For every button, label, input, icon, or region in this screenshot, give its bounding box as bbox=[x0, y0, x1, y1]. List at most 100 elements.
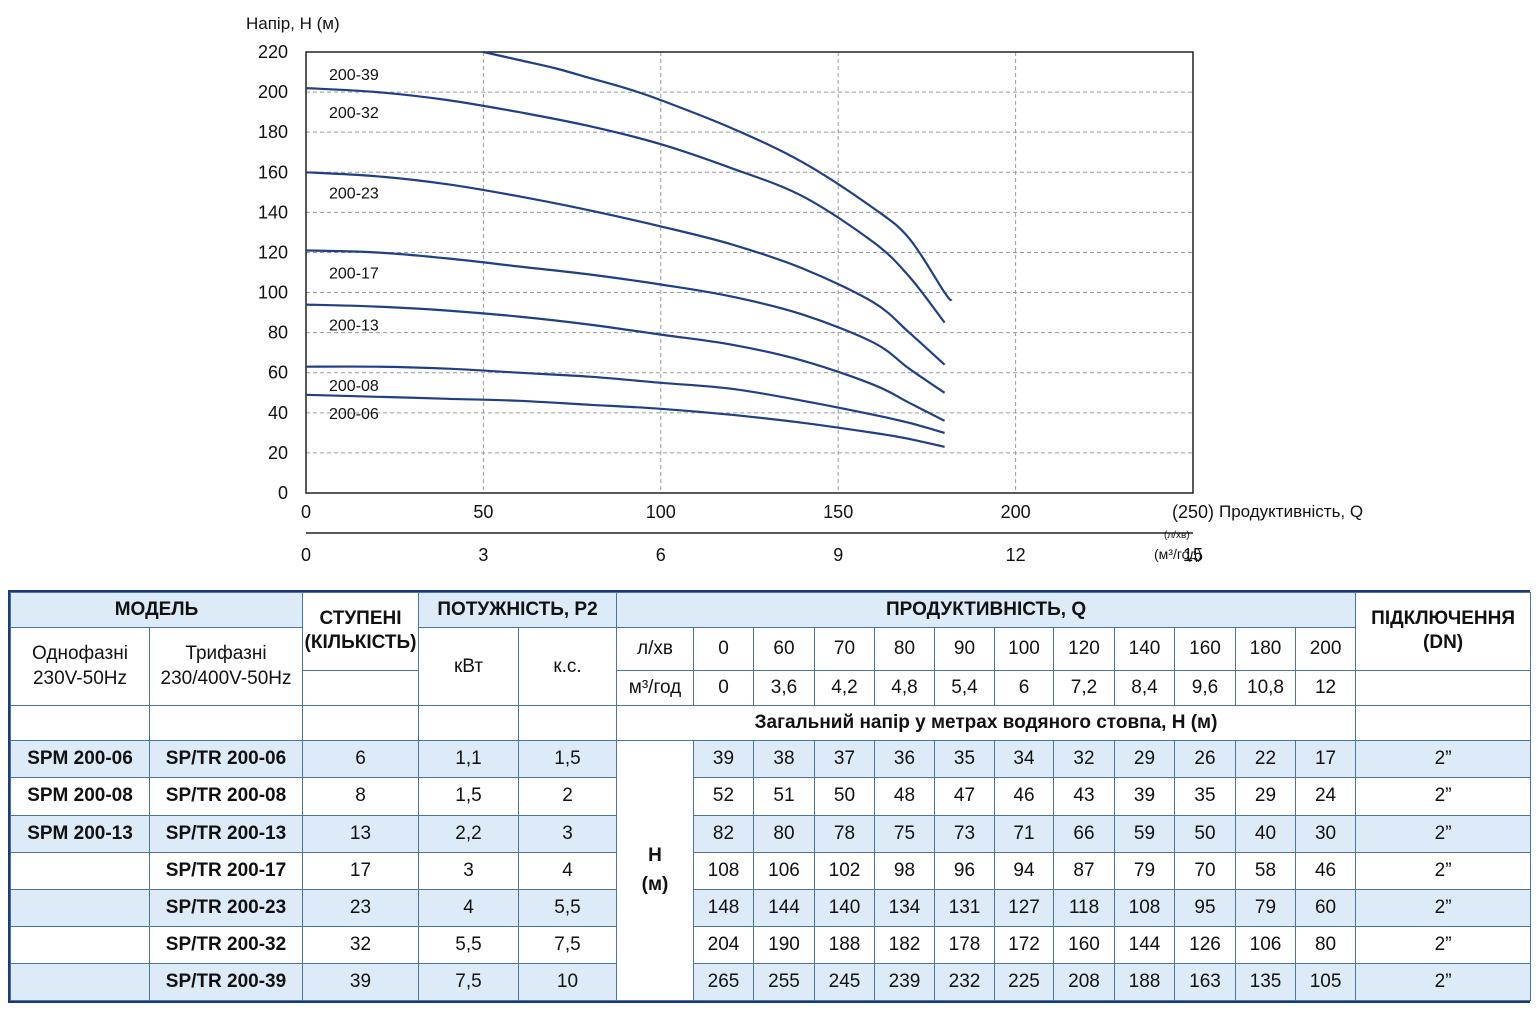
stages-value: 23 bbox=[302, 888, 419, 927]
table-row: SP/TR 200-23 23 4 5,5 148 144 140 134 131 127 118 1… bbox=[10, 888, 1532, 927]
x-tick-label: 150 bbox=[823, 502, 853, 522]
head-value: 80 bbox=[753, 814, 815, 853]
head-value: 30 bbox=[1294, 814, 1357, 853]
head-value: 95 bbox=[1174, 888, 1236, 927]
head-value: 36 bbox=[874, 740, 935, 779]
connection-dn-value: 2” bbox=[1355, 777, 1532, 816]
model-single-phase bbox=[10, 962, 150, 1002]
spacer-single bbox=[10, 704, 150, 742]
head-value: 87 bbox=[1053, 851, 1115, 890]
curve-label-200-17: 200-17 bbox=[329, 266, 379, 283]
y-tick-labels: 0 20 40 60 80 100 120 140 160 180 200 220 bbox=[258, 42, 288, 503]
head-value: 60 bbox=[1294, 888, 1357, 927]
flow-lpm-2: 70 bbox=[814, 627, 875, 671]
stages-value: 8 bbox=[302, 777, 419, 816]
y-tick-label: 40 bbox=[268, 403, 288, 423]
header-flow: ПРОДУКТИВНІСТЬ, Q bbox=[615, 591, 1357, 629]
head-value: 94 bbox=[994, 851, 1054, 890]
power-hp-value: 10 bbox=[518, 962, 617, 1002]
head-value: 148 bbox=[693, 888, 754, 927]
spacer-three bbox=[149, 704, 303, 742]
head-note: Загальний напір у метрах водяного стовпа… bbox=[615, 704, 1357, 742]
x-secondary-tick-label: 15 bbox=[1183, 545, 1203, 565]
flow-lpm-0: 0 bbox=[693, 627, 754, 671]
curve-label-200-32: 200-32 bbox=[329, 105, 379, 122]
connection-dn-value: 2” bbox=[1355, 888, 1532, 927]
flow-m3h-0: 0 bbox=[693, 669, 754, 706]
head-value: 255 bbox=[753, 962, 815, 1002]
header-three-phase: Трифазні 230/400V-50Hz bbox=[149, 627, 303, 706]
x-tick-label: 100 bbox=[646, 502, 676, 522]
connection-spacer bbox=[1355, 669, 1532, 706]
head-value: 102 bbox=[814, 851, 875, 890]
head-value: 29 bbox=[1235, 777, 1296, 816]
spec-table: МОДЕЛЬ СТУПЕНІ (КІЛЬКІСТЬ) ПОТУЖНІСТЬ, Р… bbox=[10, 591, 1532, 1002]
curve-label-200-39: 200-39 bbox=[329, 67, 379, 84]
flow-m3h-5: 6 bbox=[994, 669, 1054, 706]
model-single-phase: SPM 200-06 bbox=[10, 740, 150, 779]
x-tick-labels: 0 50 100 150 200 (250) bbox=[301, 502, 1214, 522]
x-secondary-tick-label: 12 bbox=[1006, 545, 1026, 565]
y-tick-label: 160 bbox=[258, 162, 288, 182]
head-value: 66 bbox=[1053, 814, 1115, 853]
head-value: 32 bbox=[1053, 740, 1115, 779]
power-kw-value: 4 bbox=[418, 888, 519, 927]
flow-m3h-6: 7,2 bbox=[1053, 669, 1115, 706]
x-secondary-unit: (м³/год) bbox=[1154, 546, 1202, 562]
spacer-hp bbox=[518, 704, 617, 742]
stages-value: 13 bbox=[302, 814, 419, 853]
model-three-phase: SP/TR 200-06 bbox=[149, 740, 303, 779]
connection-dn-value: 2” bbox=[1355, 851, 1532, 890]
flow-lpm-5: 100 bbox=[994, 627, 1054, 671]
head-value: 108 bbox=[1114, 888, 1175, 927]
flow-m3h-9: 10,8 bbox=[1235, 669, 1296, 706]
curve-label-200-13: 200-13 bbox=[329, 318, 379, 335]
head-value: 70 bbox=[1174, 851, 1236, 890]
curve-layer: 200-39 200-32 200-23 200-17 200-13 200-08 200-… bbox=[305, 50, 953, 448]
header-power: ПОТУЖНІСТЬ, Р2 bbox=[418, 591, 617, 629]
y-tick-label: 140 bbox=[258, 202, 288, 222]
header-stages: СТУПЕНІ (КІЛЬКІСТЬ) bbox=[302, 592, 419, 671]
head-value: 232 bbox=[934, 962, 995, 1002]
header-single-phase: Однофазні 230V-50Hz bbox=[10, 627, 150, 706]
flow-lpm-10: 200 bbox=[1294, 627, 1357, 671]
head-value: 208 bbox=[1053, 962, 1115, 1002]
head-value: 78 bbox=[814, 814, 875, 853]
head-value: 127 bbox=[994, 888, 1054, 927]
curve-200-23 bbox=[305, 171, 946, 366]
head-value: 80 bbox=[1294, 925, 1357, 964]
head-value: 245 bbox=[814, 962, 875, 1002]
curve-200-39 bbox=[483, 50, 953, 302]
flow-lpm-6: 120 bbox=[1053, 627, 1115, 671]
head-value: 29 bbox=[1114, 740, 1175, 779]
model-three-phase: SP/TR 200-23 bbox=[149, 888, 303, 927]
header-lpm: л/хв bbox=[616, 627, 694, 671]
y-tick-label: 180 bbox=[258, 122, 288, 142]
head-value: 47 bbox=[934, 777, 995, 816]
x-secondary-tick-label: 0 bbox=[301, 545, 311, 565]
head-value: 46 bbox=[1294, 851, 1357, 890]
head-value: 58 bbox=[1235, 851, 1296, 890]
connection-dn-value: 2” bbox=[1355, 814, 1532, 853]
model-single-phase: SPM 200-08 bbox=[10, 777, 150, 816]
model-three-phase: SP/TR 200-39 bbox=[149, 962, 303, 1002]
head-value: 225 bbox=[994, 962, 1054, 1002]
head-value: 46 bbox=[994, 777, 1054, 816]
head-value: 79 bbox=[1114, 851, 1175, 890]
flow-lpm-8: 160 bbox=[1174, 627, 1236, 671]
x-axis-title: Продуктивність, Q bbox=[1219, 502, 1363, 521]
head-value: 182 bbox=[874, 925, 935, 964]
y-tick-label: 20 bbox=[268, 443, 288, 463]
model-three-phase: SP/TR 200-17 bbox=[149, 851, 303, 890]
power-hp-value: 1,5 bbox=[518, 740, 617, 779]
head-symbol: Н (м) bbox=[616, 740, 694, 1001]
stages-value: 17 bbox=[302, 851, 419, 890]
power-kw-value: 2,2 bbox=[418, 814, 519, 853]
head-value: 106 bbox=[1235, 925, 1296, 964]
head-value: 79 bbox=[1235, 888, 1296, 927]
head-value: 204 bbox=[693, 925, 754, 964]
spec-table-container: МОДЕЛЬ СТУПЕНІ (КІЛЬКІСТЬ) ПОТУЖНІСТЬ, Р… bbox=[8, 590, 1532, 1003]
table-row: SPM 200-06 SP/TR 200-06 6 1,1 1,5 Н (м) 39 38 37… bbox=[10, 740, 1532, 1001]
head-value: 43 bbox=[1053, 777, 1115, 816]
model-three-phase: SP/TR 200-13 bbox=[149, 814, 303, 853]
